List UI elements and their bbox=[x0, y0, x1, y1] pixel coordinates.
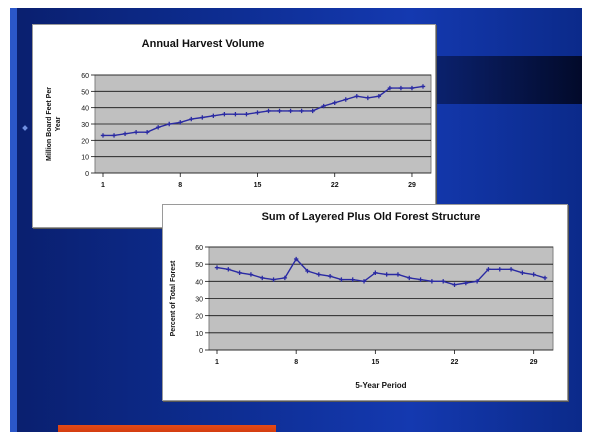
data-point bbox=[226, 267, 231, 272]
data-point bbox=[178, 120, 183, 125]
data-point bbox=[233, 112, 238, 117]
data-point bbox=[508, 267, 514, 272]
y-axis-label-line2: Year bbox=[55, 116, 62, 131]
data-point bbox=[100, 133, 106, 138]
data-point bbox=[395, 272, 401, 277]
old-forest-structure-chart: Sum of Layered Plus Old Forest Structure… bbox=[170, 211, 554, 390]
left-accent-bar bbox=[10, 8, 17, 432]
y-tick-label: 30 bbox=[81, 122, 89, 129]
data-point bbox=[260, 275, 265, 281]
data-point bbox=[398, 85, 404, 91]
y-tick-label: 10 bbox=[195, 331, 203, 338]
x-tick-label: 29 bbox=[530, 359, 538, 366]
data-point bbox=[339, 277, 344, 282]
data-point bbox=[167, 121, 172, 127]
y-tick-label: 10 bbox=[81, 155, 89, 162]
data-point bbox=[144, 129, 150, 135]
data-point bbox=[237, 270, 242, 275]
data-point bbox=[282, 275, 288, 281]
data-point bbox=[321, 103, 326, 109]
x-tick-label: 1 bbox=[215, 359, 219, 366]
y-tick-label: 20 bbox=[81, 138, 89, 145]
y-tick-label: 50 bbox=[81, 89, 89, 96]
title-band-decoration bbox=[430, 56, 582, 104]
data-point bbox=[384, 272, 389, 277]
chart-title: Sum of Layered Plus Old Forest Structure bbox=[262, 211, 481, 223]
data-point bbox=[293, 256, 299, 262]
data-point bbox=[354, 94, 359, 99]
data-point bbox=[497, 267, 502, 272]
x-tick-label: 29 bbox=[408, 182, 416, 189]
data-point bbox=[520, 270, 525, 275]
data-point bbox=[452, 282, 457, 287]
data-point bbox=[327, 273, 333, 279]
data-point bbox=[299, 108, 304, 114]
x-tick-label: 22 bbox=[451, 359, 459, 366]
y-tick-label: 0 bbox=[85, 171, 89, 178]
data-point bbox=[248, 272, 254, 277]
old-forest-structure-chart-panel: Sum of Layered Plus Old Forest Structure… bbox=[162, 204, 568, 401]
data-point bbox=[288, 108, 293, 114]
y-tick-label: 60 bbox=[81, 73, 89, 80]
y-tick-label: 60 bbox=[195, 245, 203, 252]
data-point bbox=[111, 133, 117, 138]
y-tick-label: 0 bbox=[199, 348, 203, 355]
data-point bbox=[271, 277, 276, 282]
data-point bbox=[409, 85, 415, 91]
data-point bbox=[316, 272, 321, 277]
data-point bbox=[474, 279, 480, 284]
data-point bbox=[420, 84, 426, 89]
data-point bbox=[376, 94, 382, 99]
data-point bbox=[531, 272, 536, 277]
harvest-volume-chart-panel: Annual Harvest Volume 0 10 20 30 40 50 60 1 8 15 22… bbox=[32, 24, 436, 228]
data-point bbox=[350, 277, 355, 282]
x-tick-label: 8 bbox=[294, 359, 298, 366]
x-tick-label: 15 bbox=[254, 182, 262, 189]
data-point bbox=[373, 270, 378, 275]
y-tick-label: 40 bbox=[195, 279, 203, 286]
data-point bbox=[255, 110, 260, 115]
data-point bbox=[310, 108, 315, 114]
data-point bbox=[211, 113, 216, 119]
data-point bbox=[418, 277, 423, 282]
data-point bbox=[486, 267, 491, 272]
data-point bbox=[122, 131, 128, 136]
data-point bbox=[155, 125, 161, 130]
data-point bbox=[361, 279, 367, 284]
data-point bbox=[387, 85, 393, 91]
data-point bbox=[407, 275, 412, 281]
y-axis-label-line1: Million Board Feet Per bbox=[46, 87, 53, 161]
x-tick-label: 8 bbox=[178, 182, 182, 189]
data-point bbox=[332, 100, 337, 105]
data-point bbox=[542, 275, 548, 281]
data-point bbox=[189, 116, 194, 122]
x-tick-label: 1 bbox=[101, 182, 105, 189]
chart-title: Annual Harvest Volume bbox=[142, 38, 265, 50]
data-point bbox=[429, 279, 435, 284]
data-point bbox=[343, 97, 348, 102]
data-point bbox=[305, 268, 310, 274]
data-point bbox=[441, 279, 446, 284]
data-point bbox=[200, 115, 205, 120]
data-point bbox=[463, 280, 469, 286]
y-tick-label: 50 bbox=[195, 262, 203, 269]
data-point bbox=[214, 265, 220, 270]
data-point bbox=[244, 112, 249, 117]
y-axis-label: Percent of Total Forest bbox=[170, 260, 177, 336]
data-point bbox=[266, 108, 271, 114]
x-axis-label: 5-Year Period bbox=[355, 381, 406, 390]
x-tick-label: 15 bbox=[371, 359, 379, 366]
harvest-volume-chart: Annual Harvest Volume 0 10 20 30 40 50 60 1 8 15 22… bbox=[46, 38, 432, 189]
y-axis-label: Million Board Feet Per Year bbox=[46, 87, 62, 161]
data-point bbox=[277, 108, 282, 114]
data-point bbox=[222, 112, 227, 117]
y-tick-label: 20 bbox=[195, 314, 203, 321]
y-tick-label: 30 bbox=[195, 297, 203, 304]
y-tick-label: 40 bbox=[81, 106, 89, 113]
x-tick-label: 22 bbox=[331, 182, 339, 189]
data-point bbox=[365, 95, 371, 101]
data-point bbox=[133, 129, 139, 135]
orange-accent-bar bbox=[58, 425, 276, 432]
bullet-marker bbox=[22, 125, 28, 131]
